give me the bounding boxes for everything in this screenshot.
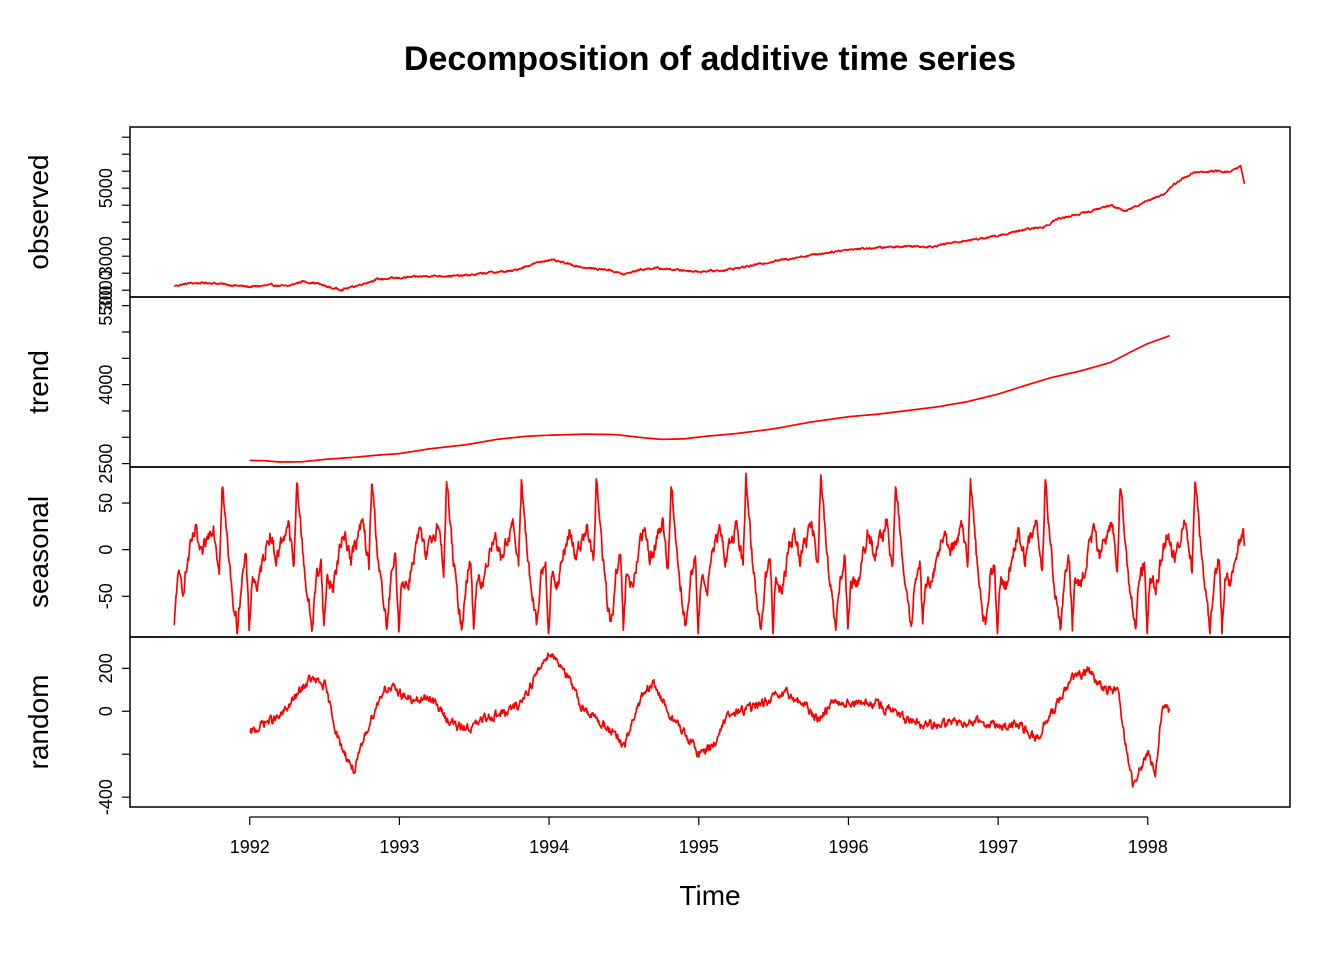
x-tick-label: 1992 <box>230 837 270 857</box>
y-tick-label-observed: 3000 <box>96 236 116 276</box>
chart-title: Decomposition of additive time series <box>404 40 1016 78</box>
panel-frame-random <box>129 636 1291 808</box>
y-tick-label-random: -400 <box>96 779 116 815</box>
panel-trend: 2500 4000 5500 trend <box>23 286 1291 484</box>
y-tick-label-observed: 5000 <box>96 168 116 208</box>
series-line-observed <box>173 164 1246 292</box>
y-axis-label-random: random <box>23 675 54 770</box>
x-tick-label: 1993 <box>379 837 419 857</box>
y-tick-label-trend: 5500 <box>96 286 116 326</box>
x-tick-label: 1995 <box>679 837 719 857</box>
y-tick-label-observed: 3000 <box>96 270 116 310</box>
x-tick-label: 1997 <box>978 837 1018 857</box>
y-tick-label-random: 0 <box>96 706 116 716</box>
y-axis-label-seasonal: seasonal <box>23 496 54 608</box>
y-axis-label-observed: observed <box>23 154 54 269</box>
panels-layer: 300030005000observed250040005500trend-50… <box>23 126 1291 815</box>
y-tick-label-seasonal: 0 <box>96 545 116 555</box>
series-line-trend <box>249 334 1170 463</box>
y-tick-label-trend: 4000 <box>96 365 116 405</box>
y-tick-label-seasonal: 50 <box>96 493 116 513</box>
x-tick-label: 1996 <box>828 837 868 857</box>
panel-random: -400 0 200 random <box>23 636 1291 815</box>
y-axis-label-trend: trend <box>23 350 54 414</box>
series-line-random <box>249 652 1171 788</box>
series-line-seasonal <box>173 472 1246 635</box>
panel-seasonal: -50 0 50 seasonal <box>23 466 1291 638</box>
panel-frame-trend <box>129 296 1291 468</box>
x-tick-label: 1994 <box>529 837 569 857</box>
x-axis: 1992 1993 1994 1995 1996 1997 1998 <box>230 816 1168 857</box>
y-tick-label-trend: 2500 <box>96 444 116 484</box>
y-tick-label-seasonal: -50 <box>96 583 116 609</box>
y-tick-label-random: 200 <box>96 653 116 683</box>
x-axis-label: Time <box>679 880 740 911</box>
x-tick-label: 1998 <box>1128 837 1168 857</box>
